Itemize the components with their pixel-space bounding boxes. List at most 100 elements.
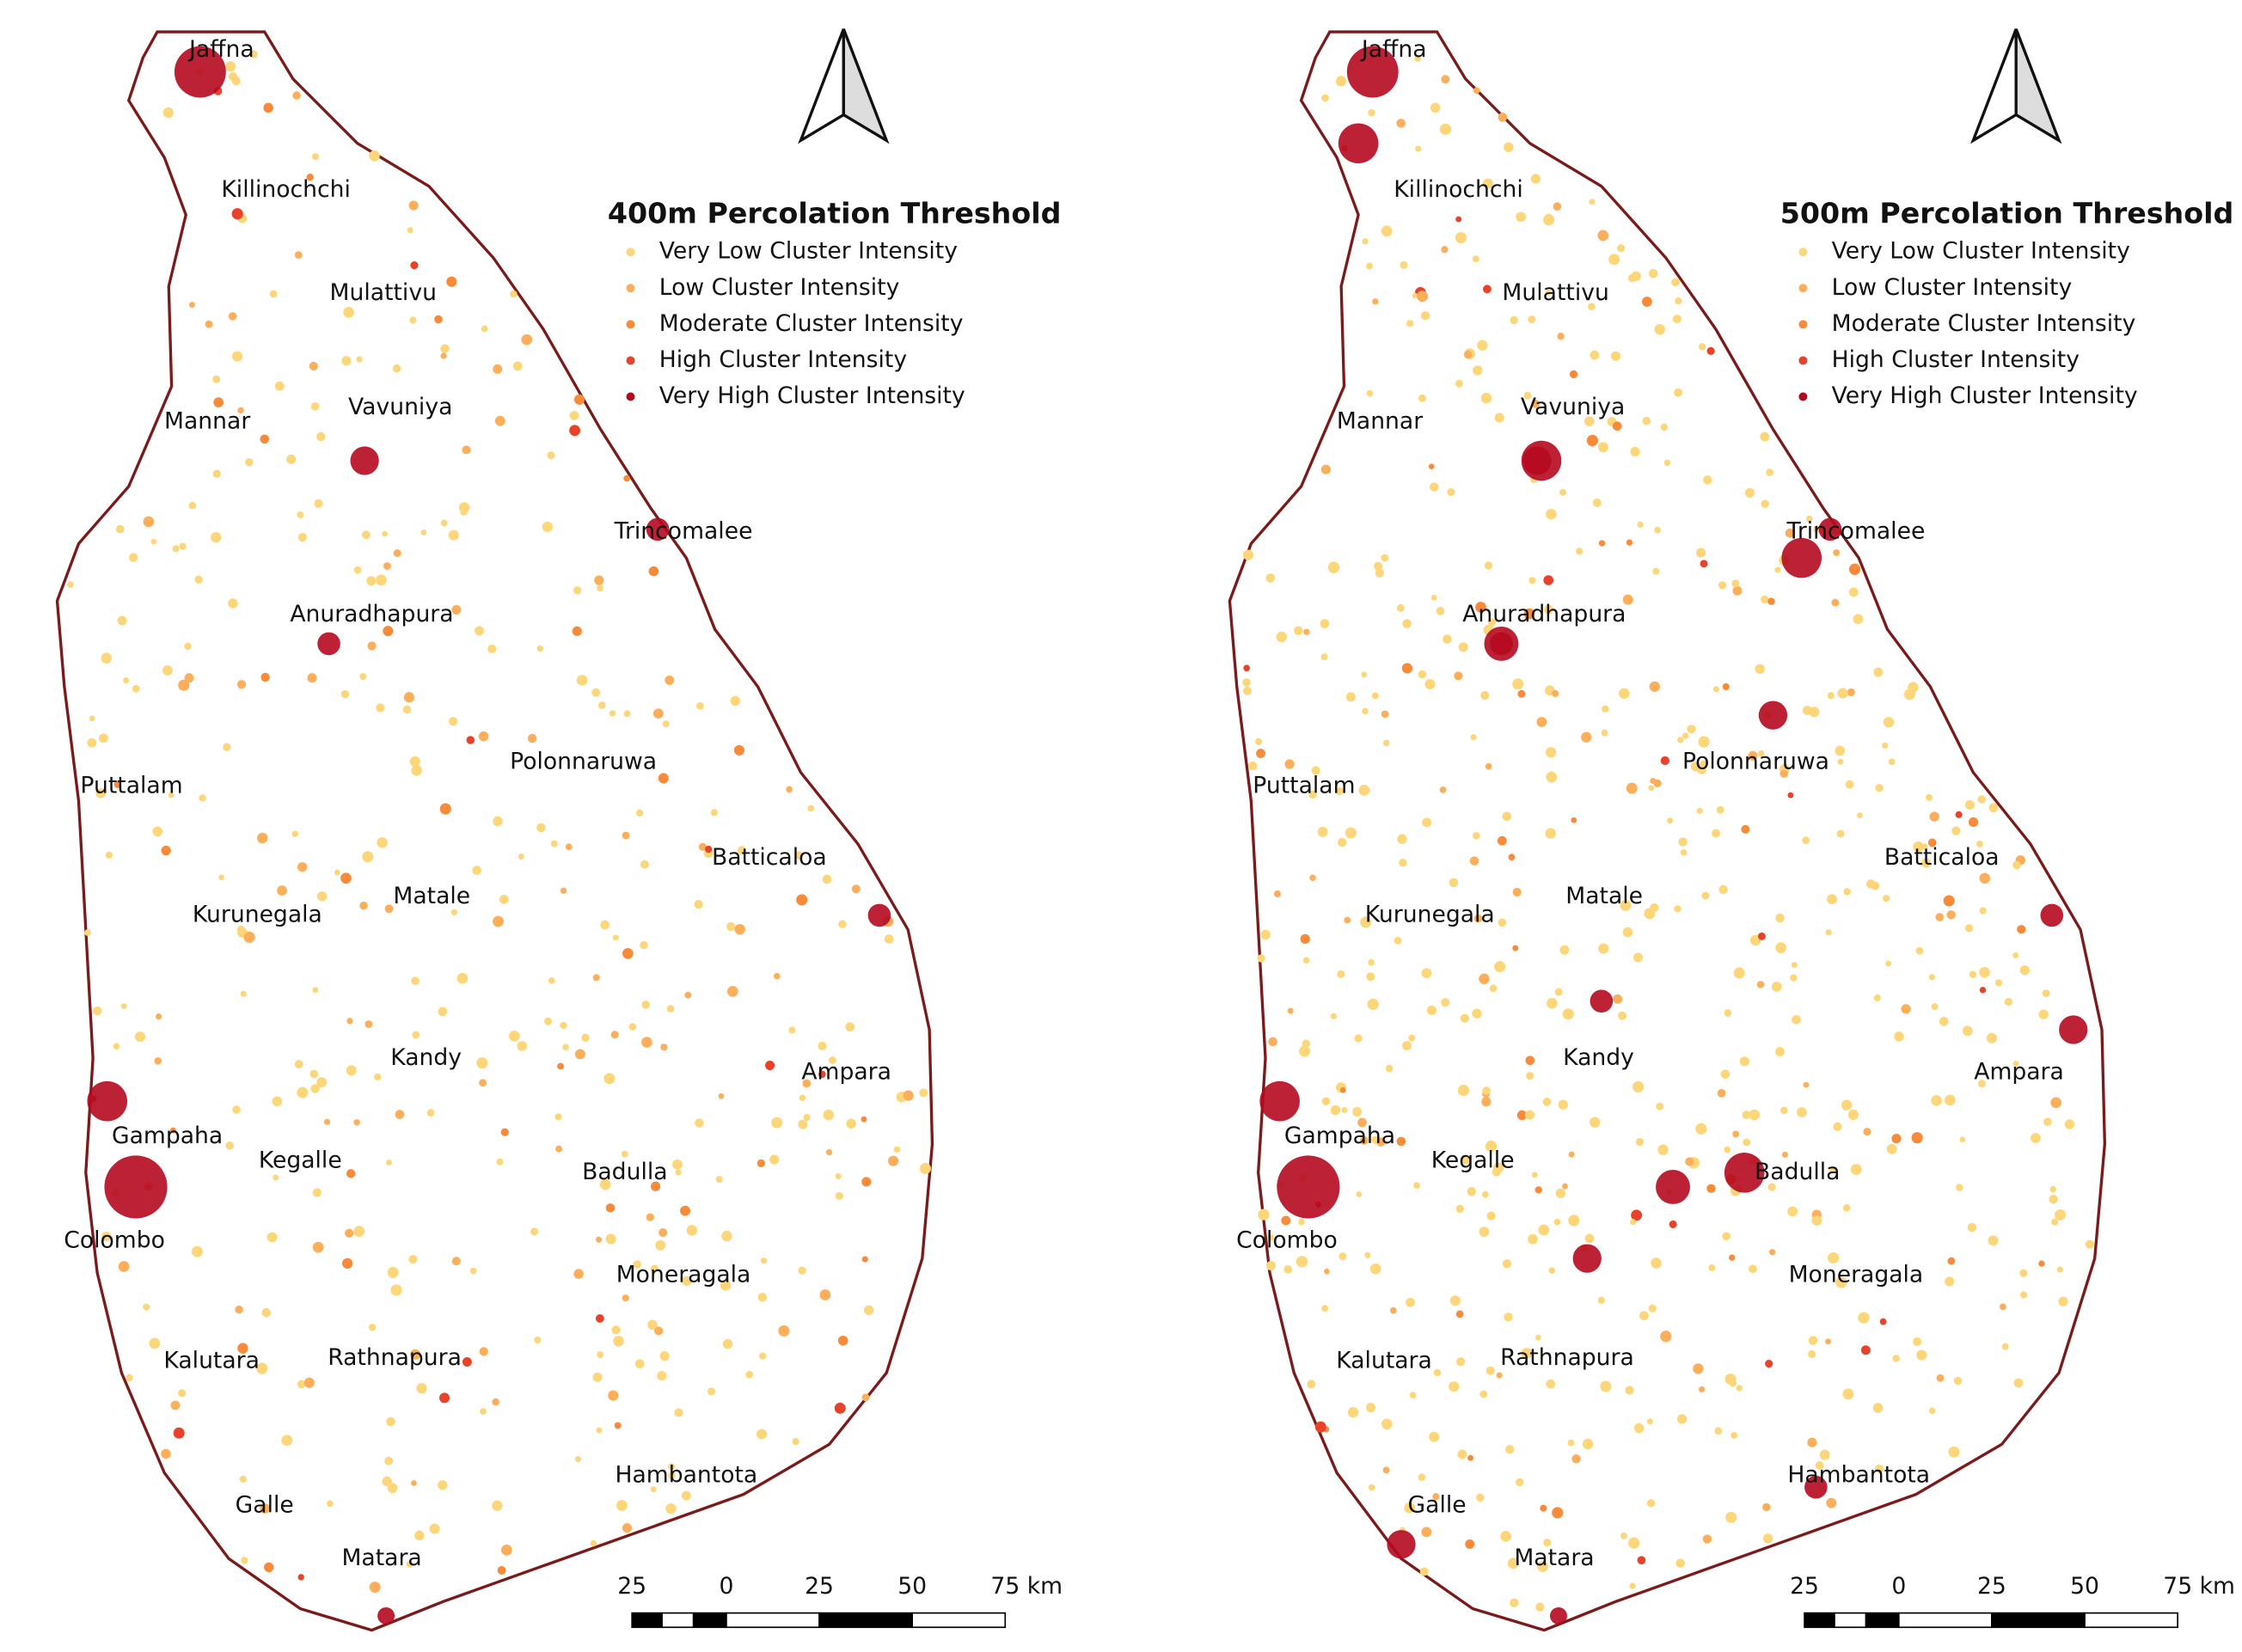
cluster-dot [1528,577,1536,584]
cluster-dot [237,407,244,414]
cluster-dot [508,1031,520,1042]
cluster-dot [218,874,225,881]
cluster-dot [316,431,326,442]
cluster-dot [536,645,544,652]
cluster-dot [919,1088,928,1098]
cluster-dot [297,1380,306,1389]
cluster-dot [1361,671,1368,678]
cluster-dot [366,576,377,586]
cluster-dot [1979,872,1990,884]
cluster-dot [1366,262,1373,270]
cluster-dot [439,1392,450,1404]
cluster-dot [1320,653,1328,661]
cluster-dot [409,316,417,324]
cluster-dot [1718,581,1727,590]
cluster-dot [274,381,285,391]
cluster-dot [594,575,604,585]
cluster-dot [1928,1407,1936,1415]
cluster-dot [1791,962,1798,969]
cluster-dot [1833,549,1840,556]
district-label: Gampaha [1284,1123,1395,1149]
cluster-dot [1367,998,1379,1011]
cluster-dot [1480,392,1492,404]
cluster-dot [1597,1296,1605,1304]
cluster-dot [1512,678,1524,690]
cluster-dot [260,1503,270,1514]
district-label: Kandy [390,1044,462,1071]
cluster-dot [310,1084,320,1093]
cluster-dot [1368,1484,1375,1491]
cluster-dot [1696,807,1703,814]
cluster-dot [1756,981,1765,988]
cluster-dot [1584,1233,1595,1244]
cluster-dot [1718,884,1728,895]
cluster-dot [1374,561,1383,571]
cluster-dot [1620,900,1632,911]
cluster-dot [1476,1493,1485,1502]
cluster-dot [684,991,692,999]
cluster-dot [1641,297,1652,307]
cluster-dot [241,1557,248,1564]
cluster-dot [715,1176,723,1184]
cluster-dot [1512,887,1522,897]
cluster-dot [1345,827,1357,839]
cluster-dot [1371,692,1379,700]
cluster-dot [1712,686,1719,693]
scale-bar [1834,1612,1867,1629]
cluster-dot [675,1169,682,1176]
cluster-dot [788,1026,796,1034]
cluster-dot [1327,561,1340,573]
cluster-dot [1649,681,1660,692]
cluster-dot [1473,832,1480,840]
cluster-dot [173,1427,185,1439]
district-label: Matara [1514,1545,1594,1571]
cluster-dot [162,665,173,676]
cluster-dot [622,1523,633,1533]
cluster-dot [1477,340,1488,351]
cluster-dot [1469,856,1479,866]
cluster-dot [312,1188,322,1197]
cluster-dot [597,1351,604,1359]
cluster-dot [557,1062,564,1070]
cluster-dot [1345,692,1356,702]
cluster-dot [1546,771,1558,783]
cluster-dot [1807,1437,1817,1447]
cluster-dot [1828,1252,1840,1264]
cluster-dot [1708,1263,1716,1271]
cluster-dot [1420,311,1430,321]
cluster-dot [1498,113,1508,122]
cluster-dot [1885,960,1892,967]
cluster-dot [634,1359,645,1369]
cluster-dot [1931,1003,1939,1010]
hotspot [174,46,226,98]
cluster-dot [408,200,419,211]
cluster-dot [1639,1311,1649,1321]
cluster-dot [1977,1080,1986,1088]
cluster-dot [595,1236,603,1243]
cluster-dot [172,545,180,553]
legend-swatch [626,284,635,293]
cluster-dot [1571,817,1577,823]
cluster-dot [1660,756,1669,766]
cluster-dot [1766,468,1773,476]
cluster-dot [149,1337,161,1349]
cluster-dot [376,703,385,713]
cluster-dot [334,869,340,876]
cluster-dot [757,1159,765,1167]
cluster-dot [757,1293,768,1302]
cluster-dot [1414,55,1421,62]
cluster-dot [359,901,368,910]
cluster-dot [1908,682,1919,693]
cluster-dot [1436,607,1445,615]
cluster-dot [1857,812,1863,819]
cluster-dot [1749,1109,1760,1121]
island-outline [55,30,934,1632]
cluster-dot [1588,303,1596,310]
cluster-dot [1969,970,1977,978]
cluster-dot [1303,628,1310,635]
cluster-dot [1808,1349,1816,1358]
legend-label: Moderate Cluster Intensity [1832,310,2136,337]
district-label: Hambantota [615,1461,757,1488]
cluster-dot [647,1319,658,1331]
